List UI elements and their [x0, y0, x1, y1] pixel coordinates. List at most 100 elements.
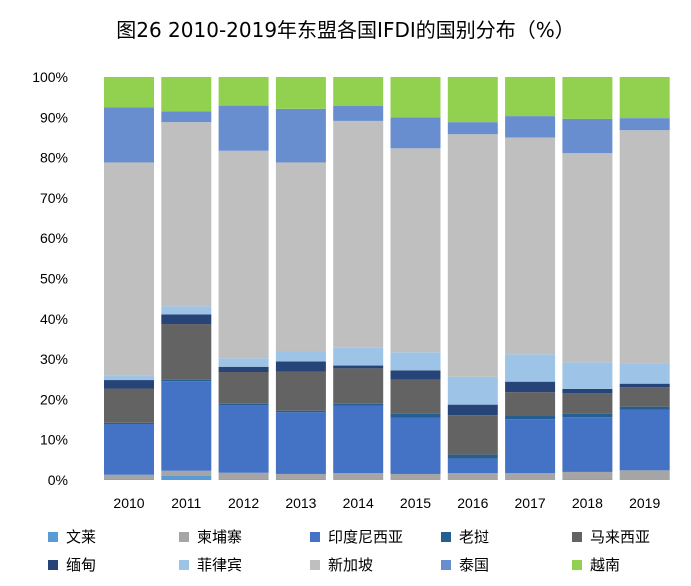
legend-label: 新加坡	[328, 556, 373, 574]
bar-segment	[390, 413, 441, 418]
bar-segment	[161, 111, 212, 123]
legend-item: 泰国	[441, 556, 489, 574]
y-tick-label: 80%	[40, 150, 68, 166]
bar-segment	[447, 77, 498, 123]
x-tick-label: 2018	[572, 495, 603, 511]
bar-segment	[505, 473, 556, 480]
bar-segment	[505, 392, 556, 416]
bar-segment	[390, 417, 441, 474]
bar-segment	[390, 77, 441, 118]
legend-swatch	[48, 560, 58, 570]
bar-segment	[390, 379, 441, 414]
legend-swatch	[441, 560, 451, 570]
x-tick-label: 2019	[629, 495, 660, 511]
bar-segment	[275, 351, 326, 362]
bar-segment	[390, 370, 441, 380]
bar-segment	[619, 118, 670, 131]
bar-segment	[218, 479, 269, 480]
bar-stack-2017	[505, 77, 556, 480]
bar-segment	[104, 388, 154, 423]
bar-segment	[218, 405, 269, 473]
bar-segment	[333, 403, 384, 406]
bar-segment	[562, 77, 613, 119]
y-tick-label: 0%	[48, 472, 68, 488]
legend-swatch	[310, 560, 320, 570]
bar-stack-2019	[619, 77, 670, 480]
y-tick-label: 60%	[40, 230, 68, 246]
bar-segment	[104, 107, 154, 163]
bar-segment	[161, 470, 212, 476]
bar-segment	[447, 376, 498, 405]
bar-segment	[447, 454, 498, 459]
y-tick-label: 20%	[40, 391, 68, 407]
bar-segment	[333, 106, 384, 121]
bar-segment	[275, 412, 326, 474]
bar-stack-2010	[104, 77, 154, 480]
bar-segment	[104, 380, 154, 389]
bar-segment	[562, 417, 613, 472]
bar-segment	[275, 371, 326, 411]
y-tick-label: 30%	[40, 351, 68, 367]
bar-stack-2016	[447, 77, 498, 480]
bar-segment	[505, 116, 556, 138]
bar-segment	[218, 105, 269, 151]
legend-label: 缅甸	[66, 556, 96, 574]
bar-segment	[161, 77, 212, 112]
bar-segment	[619, 387, 670, 407]
bars	[104, 77, 670, 480]
bar-segment	[390, 148, 441, 353]
legend-label: 马来西亚	[590, 528, 650, 546]
legend-item: 文莱	[48, 528, 96, 546]
bar-stack-2012	[218, 77, 269, 480]
legend-swatch	[572, 532, 582, 542]
x-tick-label: 2014	[343, 495, 374, 511]
bar-segment	[619, 470, 670, 480]
bar-segment	[505, 354, 556, 382]
bar-segment	[333, 347, 384, 366]
legend-swatch	[48, 532, 58, 542]
x-tick-label: 2012	[228, 495, 259, 511]
bar-segment	[447, 473, 498, 480]
bar-segment	[333, 368, 384, 404]
legend-label: 印度尼西亚	[328, 528, 403, 546]
legend-item: 印度尼西亚	[310, 528, 403, 546]
bar-segment	[619, 406, 670, 410]
x-tick-label: 2013	[285, 495, 316, 511]
bar-segment	[447, 122, 498, 135]
legend-label: 柬埔寨	[197, 528, 242, 546]
bar-segment	[218, 150, 269, 359]
y-tick-label: 40%	[40, 311, 68, 327]
bar-segment	[333, 405, 384, 474]
bar-segment	[447, 415, 498, 455]
bar-segment	[447, 404, 498, 416]
legend-label: 文莱	[66, 528, 96, 546]
bar-segment	[505, 77, 556, 117]
legend-swatch	[179, 560, 189, 570]
bar-segment	[505, 419, 556, 474]
bar-segment	[333, 77, 384, 107]
legend-item: 马来西亚	[572, 528, 650, 546]
bar-segment	[562, 479, 613, 480]
x-tick-label: 2011	[171, 495, 201, 511]
y-axis-labels: 0% 10% 20% 30% 40% 50% 60% 70% 80% 90% 100%	[32, 69, 68, 488]
legend-item: 菲律宾	[179, 556, 242, 574]
bar-segment	[104, 474, 154, 480]
bar-segment	[505, 137, 556, 355]
bar-segment	[619, 77, 670, 119]
bar-segment	[104, 423, 154, 475]
x-axis-labels: 2010 2011 2012 2013 2014 2015 2016 2017 2018 2019	[113, 495, 660, 511]
legend-swatch	[310, 532, 320, 542]
bar-segment	[104, 479, 154, 480]
bar-segment	[447, 458, 498, 474]
bar-segment	[333, 120, 384, 348]
bar-segment	[275, 479, 326, 480]
bar-segment	[218, 358, 269, 367]
bar-segment	[619, 363, 670, 384]
legend-item: 缅甸	[48, 556, 96, 574]
bar-segment	[218, 366, 269, 372]
bar-segment	[104, 422, 154, 424]
legend-swatch	[572, 560, 582, 570]
bar-stack-2013	[275, 77, 326, 480]
y-tick-label: 10%	[40, 432, 68, 448]
